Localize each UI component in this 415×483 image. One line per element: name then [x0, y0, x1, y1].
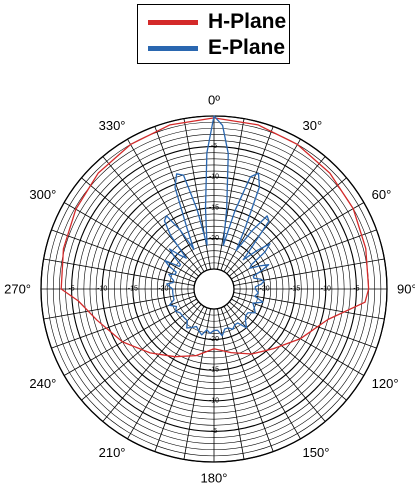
grid-spoke: [127, 306, 205, 440]
grid-spoke: [217, 308, 245, 460]
radial-tick-label: -20: [209, 235, 219, 242]
angle-tick-label: 270°: [4, 282, 31, 297]
grid-spoke: [183, 118, 211, 270]
grid-spoke: [232, 229, 377, 283]
h-plane-legend-swatch: [148, 19, 198, 25]
inner-circle: [193, 268, 235, 310]
grid-spoke: [233, 292, 385, 320]
h-plane-legend-label: H-Plane: [208, 10, 287, 33]
radial-tick-label: -15: [209, 204, 219, 211]
angle-tick-label: 90°: [397, 282, 415, 297]
grid-spoke: [63, 298, 197, 376]
angle-tick-label: 30°: [303, 118, 323, 133]
legend-entry-h-plane: H-Plane: [148, 10, 286, 34]
radial-tick-label: -10: [209, 174, 219, 181]
grid-spoke: [81, 301, 199, 401]
angle-tick-label: 0º: [208, 93, 220, 108]
grid-spoke: [154, 307, 208, 452]
radial-tick-label: -15: [128, 286, 138, 293]
radial-tick-label: -5: [68, 286, 74, 293]
grid-spoke: [102, 156, 202, 274]
e-plane-legend-label: E-Plane: [208, 36, 286, 59]
radial-tick-label: -5: [211, 143, 217, 150]
legend: H-Plane E-Plane: [137, 4, 290, 64]
e-plane-series-line: [163, 115, 271, 337]
h-plane-series-line: [60, 117, 370, 358]
grid-spoke: [233, 258, 385, 286]
radial-tick-label: -10: [97, 286, 107, 293]
radial-tick-label: -5: [353, 286, 359, 293]
radial-tick-label: -15: [290, 286, 300, 293]
angle-tick-label: 180°: [201, 471, 228, 483]
radial-tick-label: -5: [211, 428, 217, 435]
radial-tick-label: -10: [321, 286, 331, 293]
grid-spoke: [229, 301, 347, 401]
grid-spoke: [81, 177, 199, 277]
grid-spoke: [231, 202, 365, 280]
grid-spoke: [223, 306, 301, 440]
grid-spoke: [232, 295, 377, 349]
e-plane-legend-swatch: [148, 45, 198, 51]
radial-tick-label: -15: [209, 367, 219, 374]
grid-spoke: [63, 202, 197, 280]
angle-tick-label: 330°: [99, 118, 126, 133]
radial-tick-label: -20: [209, 336, 219, 343]
grid-spoke: [51, 229, 196, 283]
grid-spoke: [231, 298, 365, 376]
grid-spoke: [220, 307, 274, 452]
grid-spoke: [51, 295, 196, 349]
angle-tick-label: 60°: [372, 187, 392, 202]
grid-spoke: [226, 304, 326, 422]
angle-tick-label: 120°: [372, 376, 399, 391]
radial-tick-label: -20: [260, 286, 270, 293]
grid-spoke: [154, 126, 208, 271]
grid-spoke: [229, 177, 347, 277]
angle-tick-label: 240°: [29, 376, 56, 391]
radial-tick-label: -10: [209, 397, 219, 404]
grid-spoke: [43, 258, 195, 286]
angle-tick-label: 150°: [303, 445, 330, 460]
radial-tick-label: -20: [158, 286, 168, 293]
legend-entry-e-plane: E-Plane: [148, 36, 285, 60]
angle-tick-label: 300°: [29, 187, 56, 202]
grid-spoke: [220, 126, 274, 271]
grid-spoke: [226, 156, 326, 274]
grid-spoke: [127, 138, 205, 272]
grid-spoke: [183, 308, 211, 460]
grid-spoke: [43, 292, 195, 320]
grid-spoke: [217, 118, 245, 270]
grid-spoke: [102, 304, 202, 422]
angle-tick-label: 210°: [99, 445, 126, 460]
